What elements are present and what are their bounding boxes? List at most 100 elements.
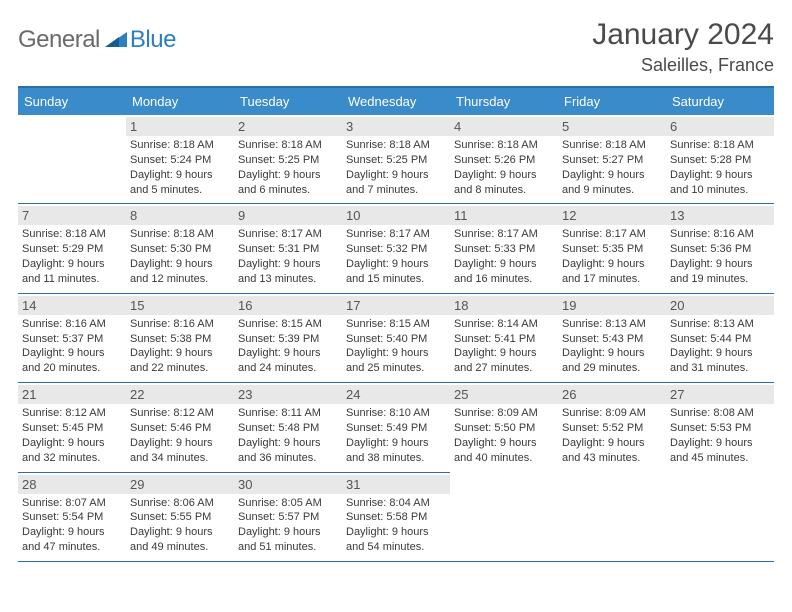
day-data-line: Sunrise: 8:04 AM <box>346 496 446 511</box>
location-label: Saleilles, France <box>592 55 774 76</box>
day-data-line: Sunrise: 8:07 AM <box>22 496 122 511</box>
day-data-line: and 9 minutes. <box>562 183 662 198</box>
calendar-day-cell <box>450 472 558 561</box>
day-data-line: Sunrise: 8:18 AM <box>130 227 230 242</box>
day-data-line: and 24 minutes. <box>238 361 338 376</box>
day-data-line: Sunset: 5:44 PM <box>670 332 770 347</box>
day-data-line: Sunrise: 8:18 AM <box>22 227 122 242</box>
calendar-day-cell: 30Sunrise: 8:05 AMSunset: 5:57 PMDayligh… <box>234 472 342 561</box>
day-number: 25 <box>450 385 558 404</box>
day-data-line: and 32 minutes. <box>22 451 122 466</box>
day-number: 27 <box>666 385 774 404</box>
day-data-line: and 22 minutes. <box>130 361 230 376</box>
day-data-line: Sunset: 5:31 PM <box>238 242 338 257</box>
day-data-line: Daylight: 9 hours <box>562 436 662 451</box>
day-data-line: and 19 minutes. <box>670 272 770 287</box>
calendar-day-cell: 31Sunrise: 8:04 AMSunset: 5:58 PMDayligh… <box>342 472 450 561</box>
calendar-day-cell: 4Sunrise: 8:18 AMSunset: 5:26 PMDaylight… <box>450 115 558 204</box>
day-data-line: Daylight: 9 hours <box>346 436 446 451</box>
day-sun-data: Sunrise: 8:15 AMSunset: 5:40 PMDaylight:… <box>346 317 446 376</box>
calendar-day-cell: 12Sunrise: 8:17 AMSunset: 5:35 PMDayligh… <box>558 204 666 293</box>
day-sun-data: Sunrise: 8:09 AMSunset: 5:52 PMDaylight:… <box>562 406 662 465</box>
day-sun-data: Sunrise: 8:18 AMSunset: 5:29 PMDaylight:… <box>22 227 122 286</box>
day-data-line: Daylight: 9 hours <box>238 168 338 183</box>
day-data-line: Daylight: 9 hours <box>130 257 230 272</box>
calendar-day-cell: 24Sunrise: 8:10 AMSunset: 5:49 PMDayligh… <box>342 383 450 472</box>
month-title: January 2024 <box>592 18 774 51</box>
day-number: 18 <box>450 296 558 315</box>
day-number: 7 <box>18 206 126 225</box>
day-sun-data: Sunrise: 8:18 AMSunset: 5:30 PMDaylight:… <box>130 227 230 286</box>
day-data-line: Daylight: 9 hours <box>22 257 122 272</box>
day-data-line: Sunrise: 8:09 AM <box>562 406 662 421</box>
day-sun-data: Sunrise: 8:06 AMSunset: 5:55 PMDaylight:… <box>130 496 230 555</box>
day-data-line: Daylight: 9 hours <box>130 346 230 361</box>
day-number: 29 <box>126 475 234 494</box>
calendar-day-cell <box>558 472 666 561</box>
day-number: 6 <box>666 117 774 136</box>
day-number: 24 <box>342 385 450 404</box>
day-data-line: Sunset: 5:35 PM <box>562 242 662 257</box>
day-number: 16 <box>234 296 342 315</box>
day-data-line: and 40 minutes. <box>454 451 554 466</box>
day-data-line: Sunrise: 8:15 AM <box>346 317 446 332</box>
calendar-day-cell: 28Sunrise: 8:07 AMSunset: 5:54 PMDayligh… <box>18 472 126 561</box>
day-number: 26 <box>558 385 666 404</box>
day-sun-data: Sunrise: 8:16 AMSunset: 5:36 PMDaylight:… <box>670 227 770 286</box>
day-sun-data: Sunrise: 8:18 AMSunset: 5:25 PMDaylight:… <box>346 138 446 197</box>
day-sun-data: Sunrise: 8:07 AMSunset: 5:54 PMDaylight:… <box>22 496 122 555</box>
day-data-line: Sunrise: 8:18 AM <box>454 138 554 153</box>
weekday-header: Thursday <box>450 87 558 115</box>
day-data-line: Daylight: 9 hours <box>346 346 446 361</box>
day-data-line: Sunset: 5:57 PM <box>238 510 338 525</box>
weekday-header: Sunday <box>18 87 126 115</box>
day-sun-data: Sunrise: 8:12 AMSunset: 5:46 PMDaylight:… <box>130 406 230 465</box>
day-data-line: and 51 minutes. <box>238 540 338 555</box>
day-data-line: Daylight: 9 hours <box>454 257 554 272</box>
day-number: 13 <box>666 206 774 225</box>
calendar-day-cell: 21Sunrise: 8:12 AMSunset: 5:45 PMDayligh… <box>18 383 126 472</box>
day-number: 1 <box>126 117 234 136</box>
calendar-day-cell: 7 Sunrise: 8:18 AMSunset: 5:29 PMDaylight… <box>18 204 126 293</box>
calendar-day-cell: 5Sunrise: 8:18 AMSunset: 5:27 PMDaylight… <box>558 115 666 204</box>
day-data-line: Daylight: 9 hours <box>562 257 662 272</box>
weekday-header: Saturday <box>666 87 774 115</box>
day-sun-data: Sunrise: 8:18 AMSunset: 5:26 PMDaylight:… <box>454 138 554 197</box>
day-data-line: and 45 minutes. <box>670 451 770 466</box>
day-data-line: Sunset: 5:24 PM <box>130 153 230 168</box>
weekday-header-row: Sunday Monday Tuesday Wednesday Thursday… <box>18 87 774 115</box>
day-data-line: Sunset: 5:52 PM <box>562 421 662 436</box>
day-data-line: Daylight: 9 hours <box>238 257 338 272</box>
day-number: 14 <box>18 296 126 315</box>
calendar-day-cell: 14Sunrise: 8:16 AMSunset: 5:37 PMDayligh… <box>18 293 126 382</box>
day-sun-data: Sunrise: 8:05 AMSunset: 5:57 PMDaylight:… <box>238 496 338 555</box>
weekday-header: Monday <box>126 87 234 115</box>
day-data-line: Sunset: 5:41 PM <box>454 332 554 347</box>
day-data-line: Daylight: 9 hours <box>562 168 662 183</box>
day-data-line: Sunrise: 8:17 AM <box>346 227 446 242</box>
day-sun-data: Sunrise: 8:08 AMSunset: 5:53 PMDaylight:… <box>670 406 770 465</box>
day-data-line: Sunrise: 8:18 AM <box>562 138 662 153</box>
day-data-line: and 7 minutes. <box>346 183 446 198</box>
calendar-day-cell: 13 Sunrise: 8:16 AMSunset: 5:36 PMDayligh… <box>666 204 774 293</box>
day-data-line: Sunrise: 8:18 AM <box>238 138 338 153</box>
day-data-line: Sunset: 5:45 PM <box>22 421 122 436</box>
day-sun-data: Sunrise: 8:18 AMSunset: 5:27 PMDaylight:… <box>562 138 662 197</box>
day-data-line: and 20 minutes. <box>22 361 122 376</box>
day-sun-data: Sunrise: 8:17 AMSunset: 5:33 PMDaylight:… <box>454 227 554 286</box>
calendar-day-cell: 18Sunrise: 8:14 AMSunset: 5:41 PMDayligh… <box>450 293 558 382</box>
calendar-week-row: 14Sunrise: 8:16 AMSunset: 5:37 PMDayligh… <box>18 293 774 382</box>
calendar-day-cell: 10Sunrise: 8:17 AMSunset: 5:32 PMDayligh… <box>342 204 450 293</box>
calendar-day-cell: 27 Sunrise: 8:08 AMSunset: 5:53 PMDayligh… <box>666 383 774 472</box>
calendar-day-cell: 20Sunrise: 8:13 AMSunset: 5:44 PMDayligh… <box>666 293 774 382</box>
day-data-line: Daylight: 9 hours <box>562 346 662 361</box>
day-data-line: Sunrise: 8:11 AM <box>238 406 338 421</box>
calendar-day-cell: 8Sunrise: 8:18 AMSunset: 5:30 PMDaylight… <box>126 204 234 293</box>
day-data-line: Daylight: 9 hours <box>454 168 554 183</box>
day-data-line: Daylight: 9 hours <box>130 436 230 451</box>
brand-word1: General <box>18 26 100 54</box>
brand-triangle-icon <box>105 29 127 52</box>
day-sun-data: Sunrise: 8:18 AMSunset: 5:24 PMDaylight:… <box>130 138 230 197</box>
day-sun-data: Sunrise: 8:18 AMSunset: 5:28 PMDaylight:… <box>670 138 770 197</box>
day-number: 15 <box>126 296 234 315</box>
